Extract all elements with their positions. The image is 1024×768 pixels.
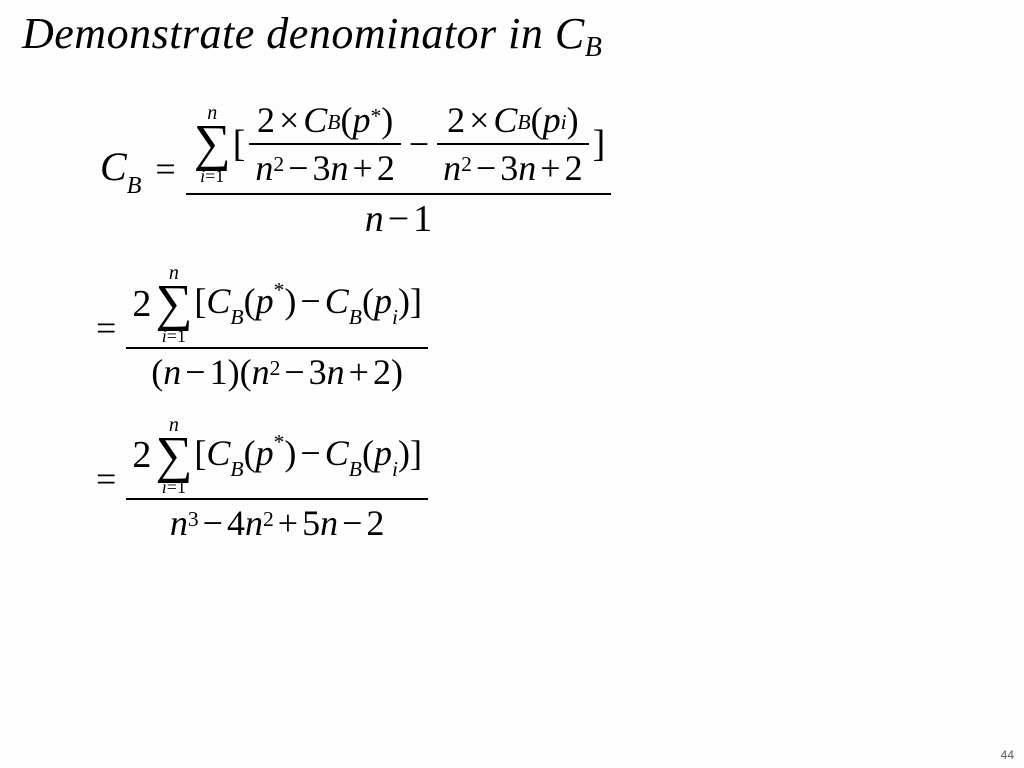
main-fraction-2: 2 n ∑ i=1 [CB(p*)−CB(pi)] (n−1)(n2−3n+2) xyxy=(126,261,428,395)
denom-2: (n−1)(n2−3n+2) xyxy=(145,349,409,395)
sigma-bottom: i=1 xyxy=(200,167,224,185)
inner-frac-2: 2×CB(pi) n2−3n+2 xyxy=(437,97,588,191)
numerator-2: 2 n ∑ i=1 [CB(p*)−CB(pi)] xyxy=(126,261,428,347)
equals-sign-3: = xyxy=(96,458,116,500)
inner-num-1: 2×CB(p*) xyxy=(251,97,399,143)
numerator-1: n ∑ i=1 [ 2×CB(p*) n2−3n+2 − xyxy=(186,95,612,193)
sigma-3: n ∑ i=1 xyxy=(155,415,192,497)
main-fraction-3: 2 n ∑ i=1 [CB(p*)−CB(pi)] n3−4n2+5n−2 xyxy=(126,413,428,547)
denom-3: n3−4n2+5n−2 xyxy=(164,500,391,546)
equation-line-1: CB = n ∑ i=1 [ 2×CB(p*) n2− xyxy=(100,95,942,243)
inner-den-2: n2−3n+2 xyxy=(437,145,588,191)
title-sub: B xyxy=(585,32,603,63)
bracket-expr-2: [CB(p*)−CB(pi)] xyxy=(194,280,422,327)
bracket-expr-3: [CB(p*)−CB(pi)] xyxy=(194,432,422,479)
equals-sign-2: = xyxy=(96,307,116,349)
equation-line-2: = 2 n ∑ i=1 [CB(p*)−CB(pi)] (n−1)(n2−3n+… xyxy=(92,261,942,395)
page-number: 44 xyxy=(1001,748,1014,762)
lhs-CB: CB xyxy=(100,143,141,196)
inner-num-2: 2×CB(pi) xyxy=(441,97,585,143)
inner-frac-1: 2×CB(p*) n2−3n+2 xyxy=(249,97,400,191)
denom-1: n−1 xyxy=(359,195,438,243)
equation-line-3: = 2 n ∑ i=1 [CB(p*)−CB(pi)] n3−4n2+5n−2 xyxy=(92,413,942,547)
title-main: Demonstrate denominator in C xyxy=(22,9,585,58)
slide-title: Demonstrate denominator in CB xyxy=(22,8,602,59)
inner-den-1: n2−3n+2 xyxy=(249,145,400,191)
main-fraction-1: n ∑ i=1 [ 2×CB(p*) n2−3n+2 − xyxy=(186,95,612,243)
math-area: CB = n ∑ i=1 [ 2×CB(p*) n2− xyxy=(92,95,942,564)
equals-sign: = xyxy=(155,148,175,190)
sigma-1: n ∑ i=1 xyxy=(194,103,231,185)
sigma-2: n ∑ i=1 xyxy=(155,263,192,345)
numerator-3: 2 n ∑ i=1 [CB(p*)−CB(pi)] xyxy=(126,413,428,499)
